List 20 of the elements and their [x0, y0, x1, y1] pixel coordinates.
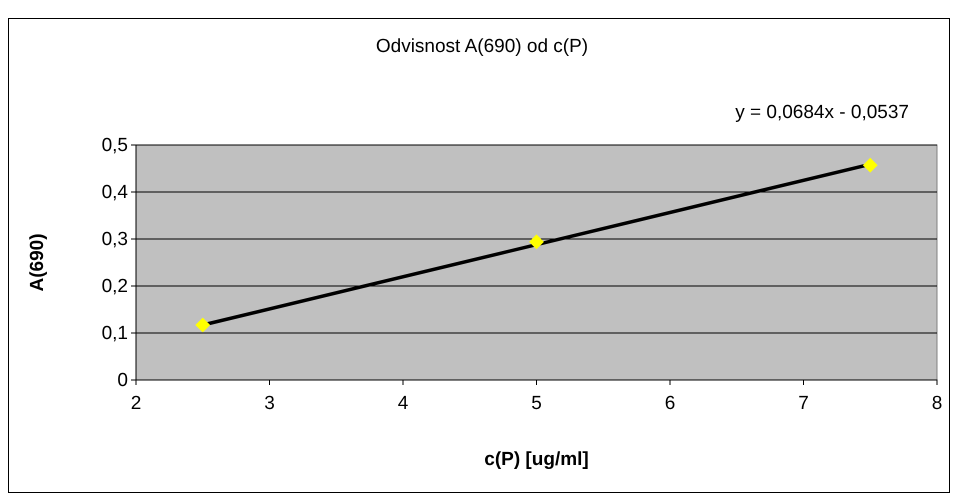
point [862, 158, 878, 173]
x-axis-title: c(P) [ug/ml] [484, 449, 589, 470]
point [529, 234, 544, 250]
y-tick-label: 0,4 [102, 182, 128, 204]
y-tick-label: 0,2 [102, 276, 128, 298]
y-axis-title: A(690) [27, 233, 48, 292]
chart-title: Odvisnost A(690) od c(P) [376, 36, 588, 57]
x-tick-label: 7 [798, 392, 809, 414]
point [195, 318, 210, 332]
y-tick-label: 0 [117, 370, 128, 392]
text: y = 0,0684x - 0,0537 [735, 102, 909, 123]
x-tick-label: 5 [531, 392, 542, 414]
y-tick-label: 0,5 [102, 135, 128, 156]
x-tick-label: 4 [398, 392, 409, 414]
y-tick-label: 0,3 [102, 229, 128, 250]
y-tick-label: 0,1 [102, 323, 128, 344]
x-tick-label: 3 [264, 392, 275, 414]
x-tick-label: 6 [664, 392, 676, 414]
x-tick-label: 8 [932, 392, 942, 414]
x-tick-label: 2 [130, 392, 142, 414]
